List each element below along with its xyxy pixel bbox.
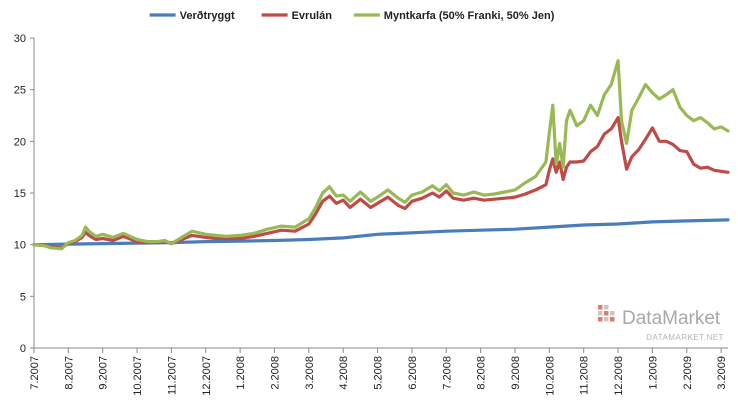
x-tick-label: 3.2009 <box>716 356 728 390</box>
x-tick-label: 10.2008 <box>544 356 556 396</box>
x-tick-label: 7.2007 <box>29 356 41 390</box>
legend-label-1: Evrulán <box>292 10 333 22</box>
logo-cell <box>604 305 609 310</box>
x-tick-label: 11.2008 <box>579 356 591 395</box>
x-tick-label: 12.2008 <box>613 356 625 396</box>
x-tick-label: 10.2007 <box>132 356 144 396</box>
y-tick-label: 30 <box>14 33 26 45</box>
watermark-brand: DataMarket <box>622 308 721 329</box>
y-tick-label: 20 <box>14 136 26 148</box>
x-tick-label: 7.2008 <box>441 356 453 390</box>
datamarket-watermark: DataMarket DATAMARKET.NET <box>598 305 724 342</box>
x-tick-label: 8.2007 <box>63 356 75 390</box>
x-tick-label: 1.2008 <box>235 356 247 390</box>
y-axis: 0 5 10 15 20 25 30 <box>14 33 35 355</box>
y-tick-label: 15 <box>14 188 26 200</box>
y-tick-label: 0 <box>20 343 26 355</box>
y-tick-label: 10 <box>14 240 26 252</box>
y-tick-label: 5 <box>20 291 26 303</box>
x-tick-label: 11.2007 <box>166 356 178 395</box>
series-layer <box>32 59 730 251</box>
x-tick-label: 8.2008 <box>476 356 488 390</box>
datamarket-logo-icon <box>598 305 615 322</box>
x-tick-label: 5.2008 <box>373 356 385 390</box>
logo-cell <box>598 317 603 322</box>
x-tick-label: 9.2008 <box>510 356 522 390</box>
logo-cell <box>610 311 615 316</box>
x-tick-label: 4.2008 <box>338 356 350 390</box>
x-axis: 7.2007 8.2007 9.2007 10.2007 11.2007 12.2007 1… <box>29 347 728 396</box>
logo-cell <box>610 317 615 322</box>
logo-cell <box>598 305 603 310</box>
legend-label-2: Myntkarfa (50% Franki, 50% Jen) <box>384 10 555 22</box>
x-tick-label: 1.2009 <box>647 356 659 390</box>
logo-cell <box>598 311 603 316</box>
logo-cell <box>604 317 609 322</box>
series-line-2 <box>32 59 730 251</box>
legend: Verðtryggt Evrulán Myntkarfa (50% Franki, … <box>149 10 555 22</box>
y-tick-label: 25 <box>14 85 26 97</box>
x-tick-label: 2.2008 <box>269 356 281 390</box>
x-tick-label: 6.2008 <box>407 356 419 390</box>
logo-cell <box>604 311 609 316</box>
legend-label-0: Verðtryggt <box>180 10 235 22</box>
x-tick-label: 12.2007 <box>201 356 213 396</box>
x-tick-label: 2.2009 <box>682 356 694 390</box>
x-tick-label: 9.2007 <box>98 356 110 390</box>
watermark-url: DATAMARKET.NET <box>646 333 724 342</box>
x-tick-label: 3.2008 <box>304 356 316 390</box>
